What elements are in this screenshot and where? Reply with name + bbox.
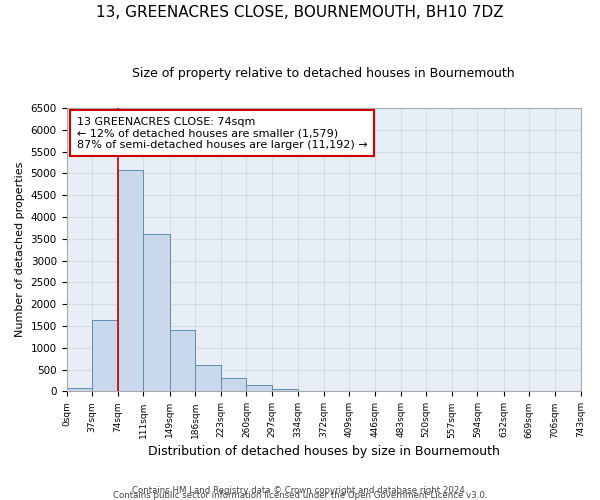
Bar [298,391,324,392]
Text: Contains HM Land Registry data © Crown copyright and database right 2024.: Contains HM Land Registry data © Crown c… [132,486,468,495]
Bar [92,320,118,392]
Bar [143,234,170,392]
X-axis label: Distribution of detached houses by size in Bournemouth: Distribution of detached houses by size … [148,444,499,458]
Title: Size of property relative to detached houses in Bournemouth: Size of property relative to detached ho… [132,68,515,80]
Bar [272,390,298,392]
Bar [195,365,221,392]
Y-axis label: Number of detached properties: Number of detached properties [15,162,25,338]
Text: 13 GREENACRES CLOSE: 74sqm
← 12% of detached houses are smaller (1,579)
87% of s: 13 GREENACRES CLOSE: 74sqm ← 12% of deta… [77,116,367,150]
Bar [118,170,143,392]
Text: 13, GREENACRES CLOSE, BOURNEMOUTH, BH10 7DZ: 13, GREENACRES CLOSE, BOURNEMOUTH, BH10 … [96,5,504,20]
Text: Contains public sector information licensed under the Open Government Licence v3: Contains public sector information licen… [113,491,487,500]
Bar [170,330,195,392]
Bar [247,385,272,392]
Bar [67,388,92,392]
Bar [221,378,247,392]
